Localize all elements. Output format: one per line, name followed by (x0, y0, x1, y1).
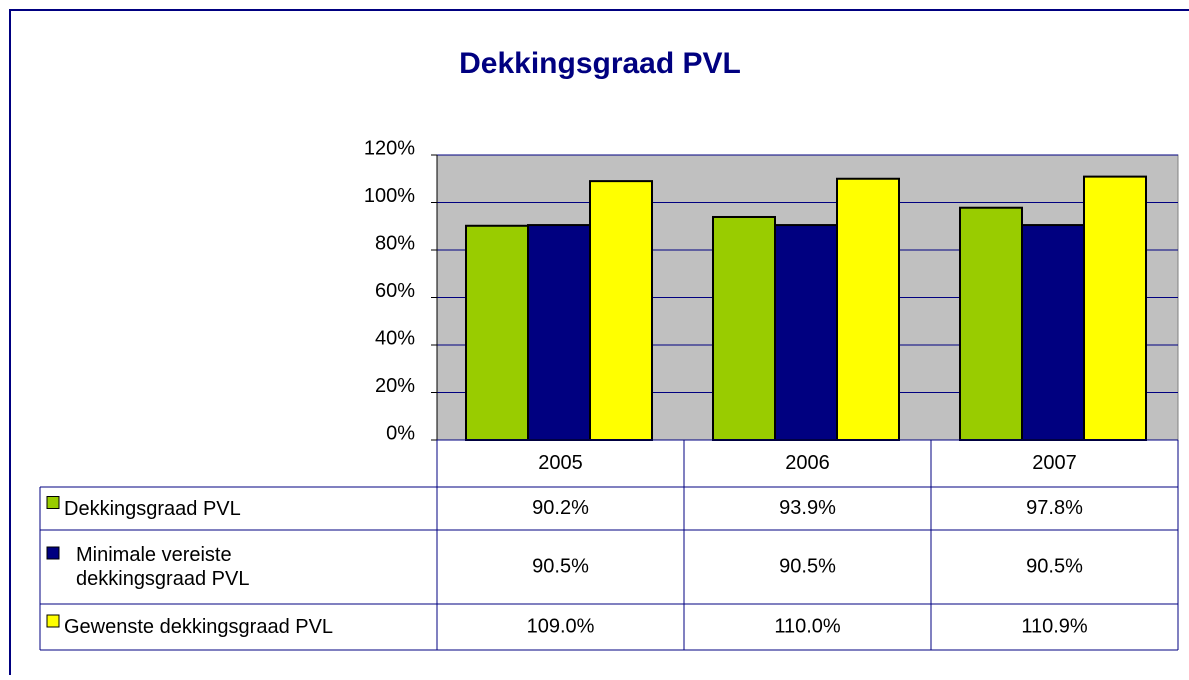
data-label: 90.5% (1026, 555, 1083, 577)
legend-label-box: Minimale vereiste dekkingsgraad PVL (76, 544, 250, 590)
y-tick-label: 20% (375, 375, 415, 397)
y-tick-label: 40% (375, 327, 415, 349)
x-tick-label: 2006 (785, 452, 830, 474)
bar (527, 224, 591, 441)
data-label: 109.0% (527, 615, 595, 637)
legend-key (46, 614, 60, 628)
legend-label: Dekkingsgraad PVL (64, 497, 241, 520)
bar (959, 206, 1023, 441)
frame (9, 9, 1189, 675)
data-label: 93.9% (779, 497, 836, 519)
bar (774, 224, 838, 441)
bar (1083, 175, 1147, 442)
data-label: 90.5% (779, 555, 836, 577)
data-label: 110.9% (1021, 615, 1088, 637)
bar (465, 224, 529, 441)
bar (836, 177, 900, 441)
legend-label: Minimale vereiste dekkingsgraad PVL (76, 544, 250, 590)
data-label: 90.2% (532, 497, 589, 519)
x-tick-label: 2007 (1032, 452, 1077, 474)
chart-title: Dekkingsgraad PVL (459, 47, 741, 80)
bar (589, 180, 653, 441)
data-label: 97.8% (1026, 497, 1083, 519)
data-label: 90.5% (532, 555, 589, 577)
y-tick-label: 0% (386, 422, 415, 444)
y-tick-label: 120% (364, 137, 415, 159)
y-tick-label: 100% (364, 185, 415, 207)
legend-label: Gewenste dekkingsgraad PVL (64, 616, 334, 638)
bar (1021, 224, 1085, 441)
legend-key (46, 496, 60, 509)
x-tick-label: 2005 (538, 452, 583, 474)
legend-key (46, 546, 60, 560)
legend-label-box: Gewenste dekkingsgraad PVL (64, 616, 334, 638)
legend-label-box: Dekkingsgraad PVL (64, 497, 241, 520)
data-label: 110.0% (774, 615, 841, 637)
y-tick-label: 80% (375, 232, 415, 254)
y-tick-label: 60% (375, 280, 415, 302)
bar (712, 215, 776, 441)
